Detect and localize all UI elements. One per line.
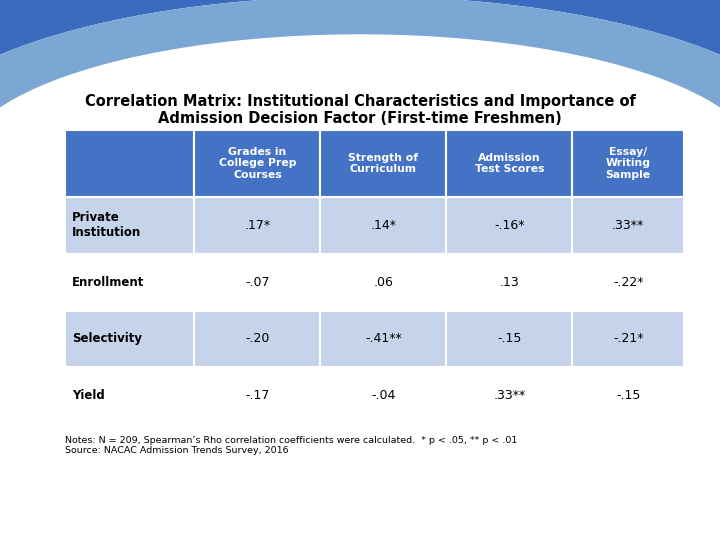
Bar <box>572 310 684 367</box>
Polygon shape <box>0 0 720 165</box>
Bar <box>446 367 572 424</box>
Text: -.07: -.07 <box>245 275 270 289</box>
Text: .33**: .33** <box>493 389 526 402</box>
Text: Selectivity: Selectivity <box>72 332 142 346</box>
Text: .14*: .14* <box>370 219 397 232</box>
Bar <box>446 130 572 197</box>
Text: Private
Institution: Private Institution <box>72 212 141 239</box>
Bar <box>446 197 572 254</box>
Text: -.15: -.15 <box>498 332 521 346</box>
Bar <box>320 310 446 367</box>
Text: Grades in
College Prep
Courses: Grades in College Prep Courses <box>219 147 296 180</box>
Bar <box>320 130 446 197</box>
Bar <box>320 254 446 310</box>
Bar <box>320 197 446 254</box>
Text: .33**: .33** <box>612 219 644 232</box>
Bar <box>446 254 572 310</box>
Text: Yield: Yield <box>72 389 104 402</box>
Bar <box>65 130 194 197</box>
Bar <box>194 310 320 367</box>
Text: -.41**: -.41** <box>365 332 402 346</box>
Text: -.04: -.04 <box>372 389 395 402</box>
Bar <box>572 367 684 424</box>
Text: -.15: -.15 <box>616 389 640 402</box>
Text: .13: .13 <box>500 275 519 289</box>
Bar <box>320 367 446 424</box>
Text: .06: .06 <box>374 275 393 289</box>
Text: -.20: -.20 <box>246 332 269 346</box>
Bar <box>65 254 194 310</box>
Text: -.17: -.17 <box>246 389 269 402</box>
Bar <box>572 130 684 197</box>
Bar <box>65 197 194 254</box>
Text: .17*: .17* <box>244 219 271 232</box>
Bar <box>194 367 320 424</box>
Text: Correlation Matrix: Institutional Characteristics and Importance of
Admission De: Correlation Matrix: Institutional Charac… <box>84 94 636 126</box>
Text: Strength of
Curriculum: Strength of Curriculum <box>348 152 418 174</box>
Bar <box>572 197 684 254</box>
Bar <box>572 254 684 310</box>
Bar <box>65 367 194 424</box>
Bar <box>194 130 320 197</box>
Text: Enrollment: Enrollment <box>72 275 144 289</box>
Text: Admission
Test Scores: Admission Test Scores <box>474 152 544 174</box>
Bar <box>194 197 320 254</box>
Text: -.21*: -.21* <box>613 332 644 346</box>
Text: Essay/
Writing
Sample: Essay/ Writing Sample <box>606 147 651 180</box>
Text: -.16*: -.16* <box>494 219 525 232</box>
Bar <box>194 254 320 310</box>
Bar <box>65 310 194 367</box>
Bar <box>446 310 572 367</box>
Text: -.22*: -.22* <box>613 275 644 289</box>
Text: Notes: N = 209, Spearman’s Rho correlation coefficients were calculated.  * p < : Notes: N = 209, Spearman’s Rho correlati… <box>65 436 517 455</box>
